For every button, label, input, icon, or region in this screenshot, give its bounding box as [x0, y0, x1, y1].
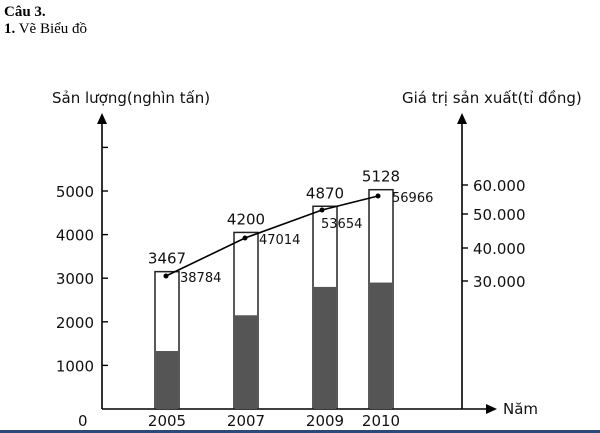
line-point	[242, 235, 248, 241]
left-tick-label: 1000	[56, 357, 94, 375]
bar-value-label: 4870	[306, 184, 344, 202]
x-tick-label: 2009	[306, 412, 344, 430]
bar-series: 3467 4200 4870 5128	[148, 168, 400, 410]
x-axis-title: Năm	[503, 400, 538, 418]
line-point	[163, 273, 169, 279]
bar-dark-part	[314, 286, 336, 409]
bar-dark-part	[235, 315, 257, 409]
question-item: 1. Vẽ Biểu đồ	[4, 21, 87, 38]
left-axis-title: Sản lượng(nghìn tấn)	[52, 89, 210, 107]
left-tick-label: 0	[78, 412, 88, 430]
right-tick-label: 40.000	[473, 240, 526, 258]
question-heading: Câu 3. 1. Vẽ Biểu đồ	[4, 4, 87, 38]
taskbar-strip	[0, 430, 600, 433]
bar-dark-part	[156, 351, 178, 409]
bar-value-label: 5128	[362, 168, 400, 186]
bar-dark-part	[370, 282, 392, 409]
right-tick-label: 30.000	[473, 273, 526, 291]
item-number: 1.	[4, 21, 16, 37]
right-axis-arrow-icon	[457, 113, 467, 124]
line-point	[375, 193, 381, 199]
left-tick-label: 5000	[56, 183, 94, 201]
bar-value-label: 4200	[227, 210, 265, 228]
x-axis-labels: 2005 2007 2009 2010	[148, 412, 400, 430]
right-axis-ticks: 30.000 40.000 50.000 60.000	[462, 177, 526, 291]
x-tick-label: 2010	[362, 412, 400, 430]
x-tick-label: 2007	[227, 412, 265, 430]
right-tick-label: 60.000	[473, 177, 526, 195]
right-axis-title: Giá trị sản xuất(tỉ đồng)	[402, 89, 582, 107]
line-path	[165, 195, 379, 277]
line-value-label: 47014	[259, 233, 300, 248]
left-axis-ticks: 0 1000 2000 3000 4000 5000	[56, 146, 108, 430]
item-text: Vẽ Biểu đồ	[15, 21, 88, 37]
question-number: Câu 3.	[4, 4, 46, 20]
left-axis-arrow-icon	[97, 113, 107, 124]
line-point	[319, 207, 325, 213]
line-value-label: 53654	[321, 217, 362, 232]
x-tick-label: 2005	[148, 412, 186, 430]
line-value-label: 38784	[180, 271, 221, 286]
right-tick-label: 50.000	[473, 206, 526, 224]
line-value-label: 56966	[392, 191, 433, 206]
left-tick-label: 4000	[56, 227, 94, 245]
left-tick-label: 3000	[56, 270, 94, 288]
bar-value-label: 3467	[148, 250, 186, 268]
x-axis-arrow-icon	[486, 404, 497, 414]
left-tick-label: 2000	[56, 314, 94, 332]
line-series: 38784 47014 53654 56966	[163, 191, 433, 286]
